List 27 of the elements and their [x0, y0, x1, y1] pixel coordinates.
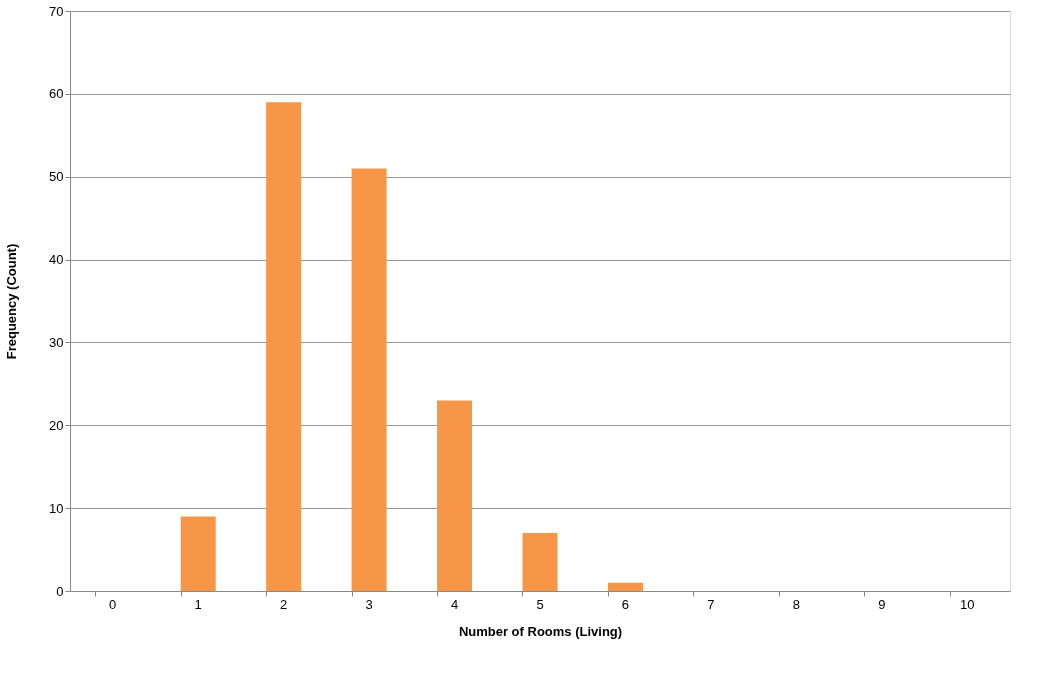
bar	[437, 400, 473, 591]
y-tick-label: 10	[49, 500, 64, 516]
x-tick-label: 4	[450, 596, 459, 612]
y-tick-label: 70	[49, 3, 64, 19]
bar	[266, 102, 302, 591]
x-tick-label: 9	[878, 596, 886, 612]
x-tick-label: 10	[960, 596, 975, 612]
x-tick-label: 7	[707, 596, 715, 612]
y-tick-label: 40	[49, 252, 64, 268]
y-axis-title: Frequency (Count)	[4, 243, 20, 360]
bar	[351, 168, 387, 591]
y-tick-label: 50	[49, 169, 64, 185]
x-tick-label: 2	[280, 596, 288, 612]
x-tick-label: 0	[109, 596, 117, 612]
x-tick-label: 5	[536, 596, 544, 612]
y-tick-label: 60	[49, 86, 64, 102]
y-tick-label: 0	[56, 583, 64, 599]
y-tick-label: 20	[49, 417, 64, 433]
y-tick-label: 30	[49, 334, 64, 350]
x-tick-label: 1	[194, 596, 202, 612]
x-tick-label: 8	[792, 596, 800, 612]
x-tick-label: 3	[365, 596, 373, 612]
bar	[180, 516, 216, 591]
bar	[522, 533, 558, 591]
bar	[607, 582, 643, 591]
x-axis-title: Number of Rooms (Living)	[458, 623, 623, 639]
x-tick-label: 6	[621, 596, 630, 612]
